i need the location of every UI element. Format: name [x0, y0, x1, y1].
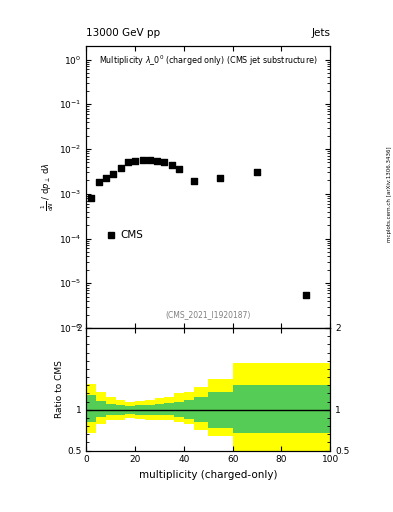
Point: [140, 156, 146, 164]
Point: [217, 175, 224, 183]
Point: [154, 157, 160, 165]
Point: [254, 168, 260, 177]
Text: Multiplicity $\lambda\_0^0$ (charged only) (CMS jet substructure): Multiplicity $\lambda\_0^0$ (charged onl…: [99, 53, 318, 68]
Text: CMS: CMS: [121, 230, 143, 240]
Point: [125, 158, 131, 166]
X-axis label: multiplicity (charged-only): multiplicity (charged-only): [139, 470, 277, 480]
Point: [169, 160, 175, 168]
Point: [103, 174, 109, 182]
Point: [88, 194, 94, 202]
Text: (CMS_2021_I1920187): (CMS_2021_I1920187): [165, 311, 251, 319]
Y-axis label: Ratio to CMS: Ratio to CMS: [55, 360, 64, 418]
Text: 13000 GeV pp: 13000 GeV pp: [86, 28, 161, 38]
Point: [147, 156, 153, 164]
Text: Jets: Jets: [311, 28, 330, 38]
Point: [191, 177, 197, 185]
Point: [161, 158, 167, 166]
Point: [132, 157, 138, 165]
Point: [303, 291, 309, 299]
Point: [118, 164, 124, 172]
Y-axis label: $\frac{1}{\mathrm{d}N}$ / $\mathrm{d}p_{\perp}$ $\mathrm{d}\lambda$: $\frac{1}{\mathrm{d}N}$ / $\mathrm{d}p_{…: [40, 163, 56, 211]
Point: [95, 178, 102, 186]
Point: [176, 165, 182, 174]
Point: [110, 169, 116, 178]
Text: mcplots.cern.ch [arXiv:1306.3436]: mcplots.cern.ch [arXiv:1306.3436]: [387, 147, 392, 242]
